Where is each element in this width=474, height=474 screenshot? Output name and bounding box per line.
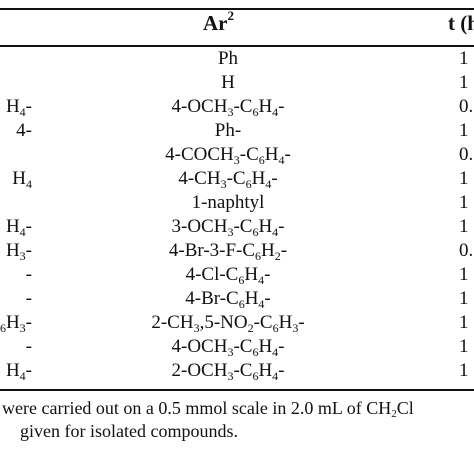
ar1-cell: -: [25, 288, 32, 309]
subscript: 4: [278, 153, 285, 167]
time-cell: 0.5: [459, 144, 474, 165]
table-row: H4- 2-OCH3-C6H4- 1: [0, 359, 474, 383]
subscript: 4: [258, 273, 265, 287]
subscript: 6: [252, 369, 259, 383]
header-ar2-label: Ar: [203, 11, 228, 35]
table-row: H4 4-CH3-C6H4- 1: [0, 167, 474, 191]
time-cell: 1: [459, 48, 469, 69]
subscript: 3: [220, 177, 227, 191]
ar1-cell: H4: [12, 168, 32, 191]
subscript: 4: [19, 105, 26, 119]
subscript: 6: [252, 345, 259, 359]
ar2-cell: 3-OCH3-C6H4-: [171, 216, 285, 239]
time-cell: 1: [459, 120, 469, 141]
subscript: 6: [238, 273, 245, 287]
ar1-cell: H4-: [5, 360, 32, 383]
subscript: 4: [258, 297, 265, 311]
header-ar2: Ar2: [203, 8, 235, 36]
subscript: 6: [252, 105, 259, 119]
footnote-line-2: given for isolated compounds.: [20, 421, 238, 441]
subscript: 6: [272, 321, 279, 335]
subscript: 3: [227, 345, 234, 359]
subscript: 6: [255, 249, 262, 263]
table-row: Ph 1: [0, 47, 474, 71]
ar1-cell: -: [25, 264, 32, 285]
subscript: 6: [0, 321, 6, 335]
table-row: H4- 3-OCH3-C6H4- 1: [0, 215, 474, 239]
time-cell: 1: [459, 288, 469, 309]
subscript: 4: [272, 225, 279, 239]
time-cell: 1: [459, 192, 469, 213]
subscript: 4: [272, 369, 279, 383]
subscript: 3: [227, 225, 234, 239]
ar1-cell: -: [25, 336, 32, 357]
ar1-cell: H4-: [5, 96, 32, 119]
table-row: 4- Ph- 1: [0, 119, 474, 143]
ar2-cell: 4-Br-C6H4-: [185, 288, 271, 311]
time-cell: 1: [459, 216, 469, 237]
table-row: C6H3- 2-CH3,5-NO2-C6H3- 1: [0, 311, 474, 335]
subscript: 6: [245, 177, 252, 191]
ar2-cell: 2-CH3,5-NO2-C6H3-: [151, 312, 305, 335]
time-cell: 1: [459, 72, 469, 93]
table-row: - 4-Br-C6H4- 1: [0, 287, 474, 311]
time-cell: 0.5: [459, 240, 474, 261]
time-cell: 1: [459, 360, 469, 381]
subscript: 3: [193, 321, 200, 335]
ar2-cell: 4-Br-3-F-C6H2-: [168, 240, 288, 263]
header-ar2-sup: 2: [227, 8, 235, 23]
subscript: 4: [265, 177, 272, 191]
subscript: 6: [258, 153, 265, 167]
ar2-cell: H: [221, 72, 235, 93]
subscript: 3: [292, 321, 299, 335]
ar1-cell: H3-: [5, 240, 32, 263]
ar1-cell: C6H3-: [0, 312, 32, 335]
table-row: - 4-Cl-C6H4- 1: [0, 263, 474, 287]
subscript: 4: [19, 369, 26, 383]
subscript: 2: [391, 408, 397, 420]
ar1-cell: 4-: [16, 120, 32, 141]
ar1-cell: H4-: [5, 216, 32, 239]
subscript: 3: [233, 153, 240, 167]
subscript: 4: [26, 177, 32, 191]
time-cell: 1: [459, 312, 469, 333]
time-cell: 1: [459, 168, 469, 189]
table-rule-mid: [0, 45, 474, 47]
ar2-cell: 4-CH3-C6H4-: [178, 168, 278, 191]
time-cell: 1: [459, 264, 469, 285]
ar2-cell: 4-Cl-C6H4-: [185, 264, 271, 287]
subscript: 4: [272, 105, 279, 119]
header-time: t (h: [448, 11, 474, 35]
subscript: 2: [274, 249, 281, 263]
table-row: 4-COCH3-C6H4- 0.5: [0, 143, 474, 167]
subscript: 3: [19, 321, 26, 335]
table-row: H4- 4-OCH3-C6H4- 0.5: [0, 95, 474, 119]
time-cell: 1: [459, 336, 469, 357]
ar2-cell: Ph-: [214, 120, 242, 141]
table-rule-top: [0, 8, 474, 10]
subscript: 2: [247, 321, 254, 335]
subscript: 3: [227, 369, 234, 383]
table-rule-bottom: [0, 389, 474, 391]
ar2-cell: 4-COCH3-C6H4-: [165, 144, 291, 167]
subscript: 4: [19, 225, 26, 239]
ar2-cell: 4-OCH3-C6H4-: [171, 336, 285, 359]
subscript: 3: [227, 105, 234, 119]
table-row: - 4-OCH3-C6H4- 1: [0, 335, 474, 359]
table-row: 1-naphtyl 1: [0, 191, 474, 215]
time-cell: 0.5: [459, 96, 474, 117]
subscript: 6: [252, 225, 259, 239]
footnote-line-1: were carried out on a 0.5 mmol scale in …: [2, 398, 414, 420]
subscript: 4: [272, 345, 279, 359]
ar2-cell: 2-OCH3-C6H4-: [171, 360, 285, 383]
table-row: H3- 4-Br-3-F-C6H2- 0.5: [0, 239, 474, 263]
subscript: 6: [238, 297, 245, 311]
ar2-cell: Ph: [217, 48, 239, 69]
ar2-cell: 1-naphtyl: [191, 192, 265, 213]
ar2-cell: 4-OCH3-C6H4-: [171, 96, 285, 119]
subscript: 3: [19, 249, 26, 263]
